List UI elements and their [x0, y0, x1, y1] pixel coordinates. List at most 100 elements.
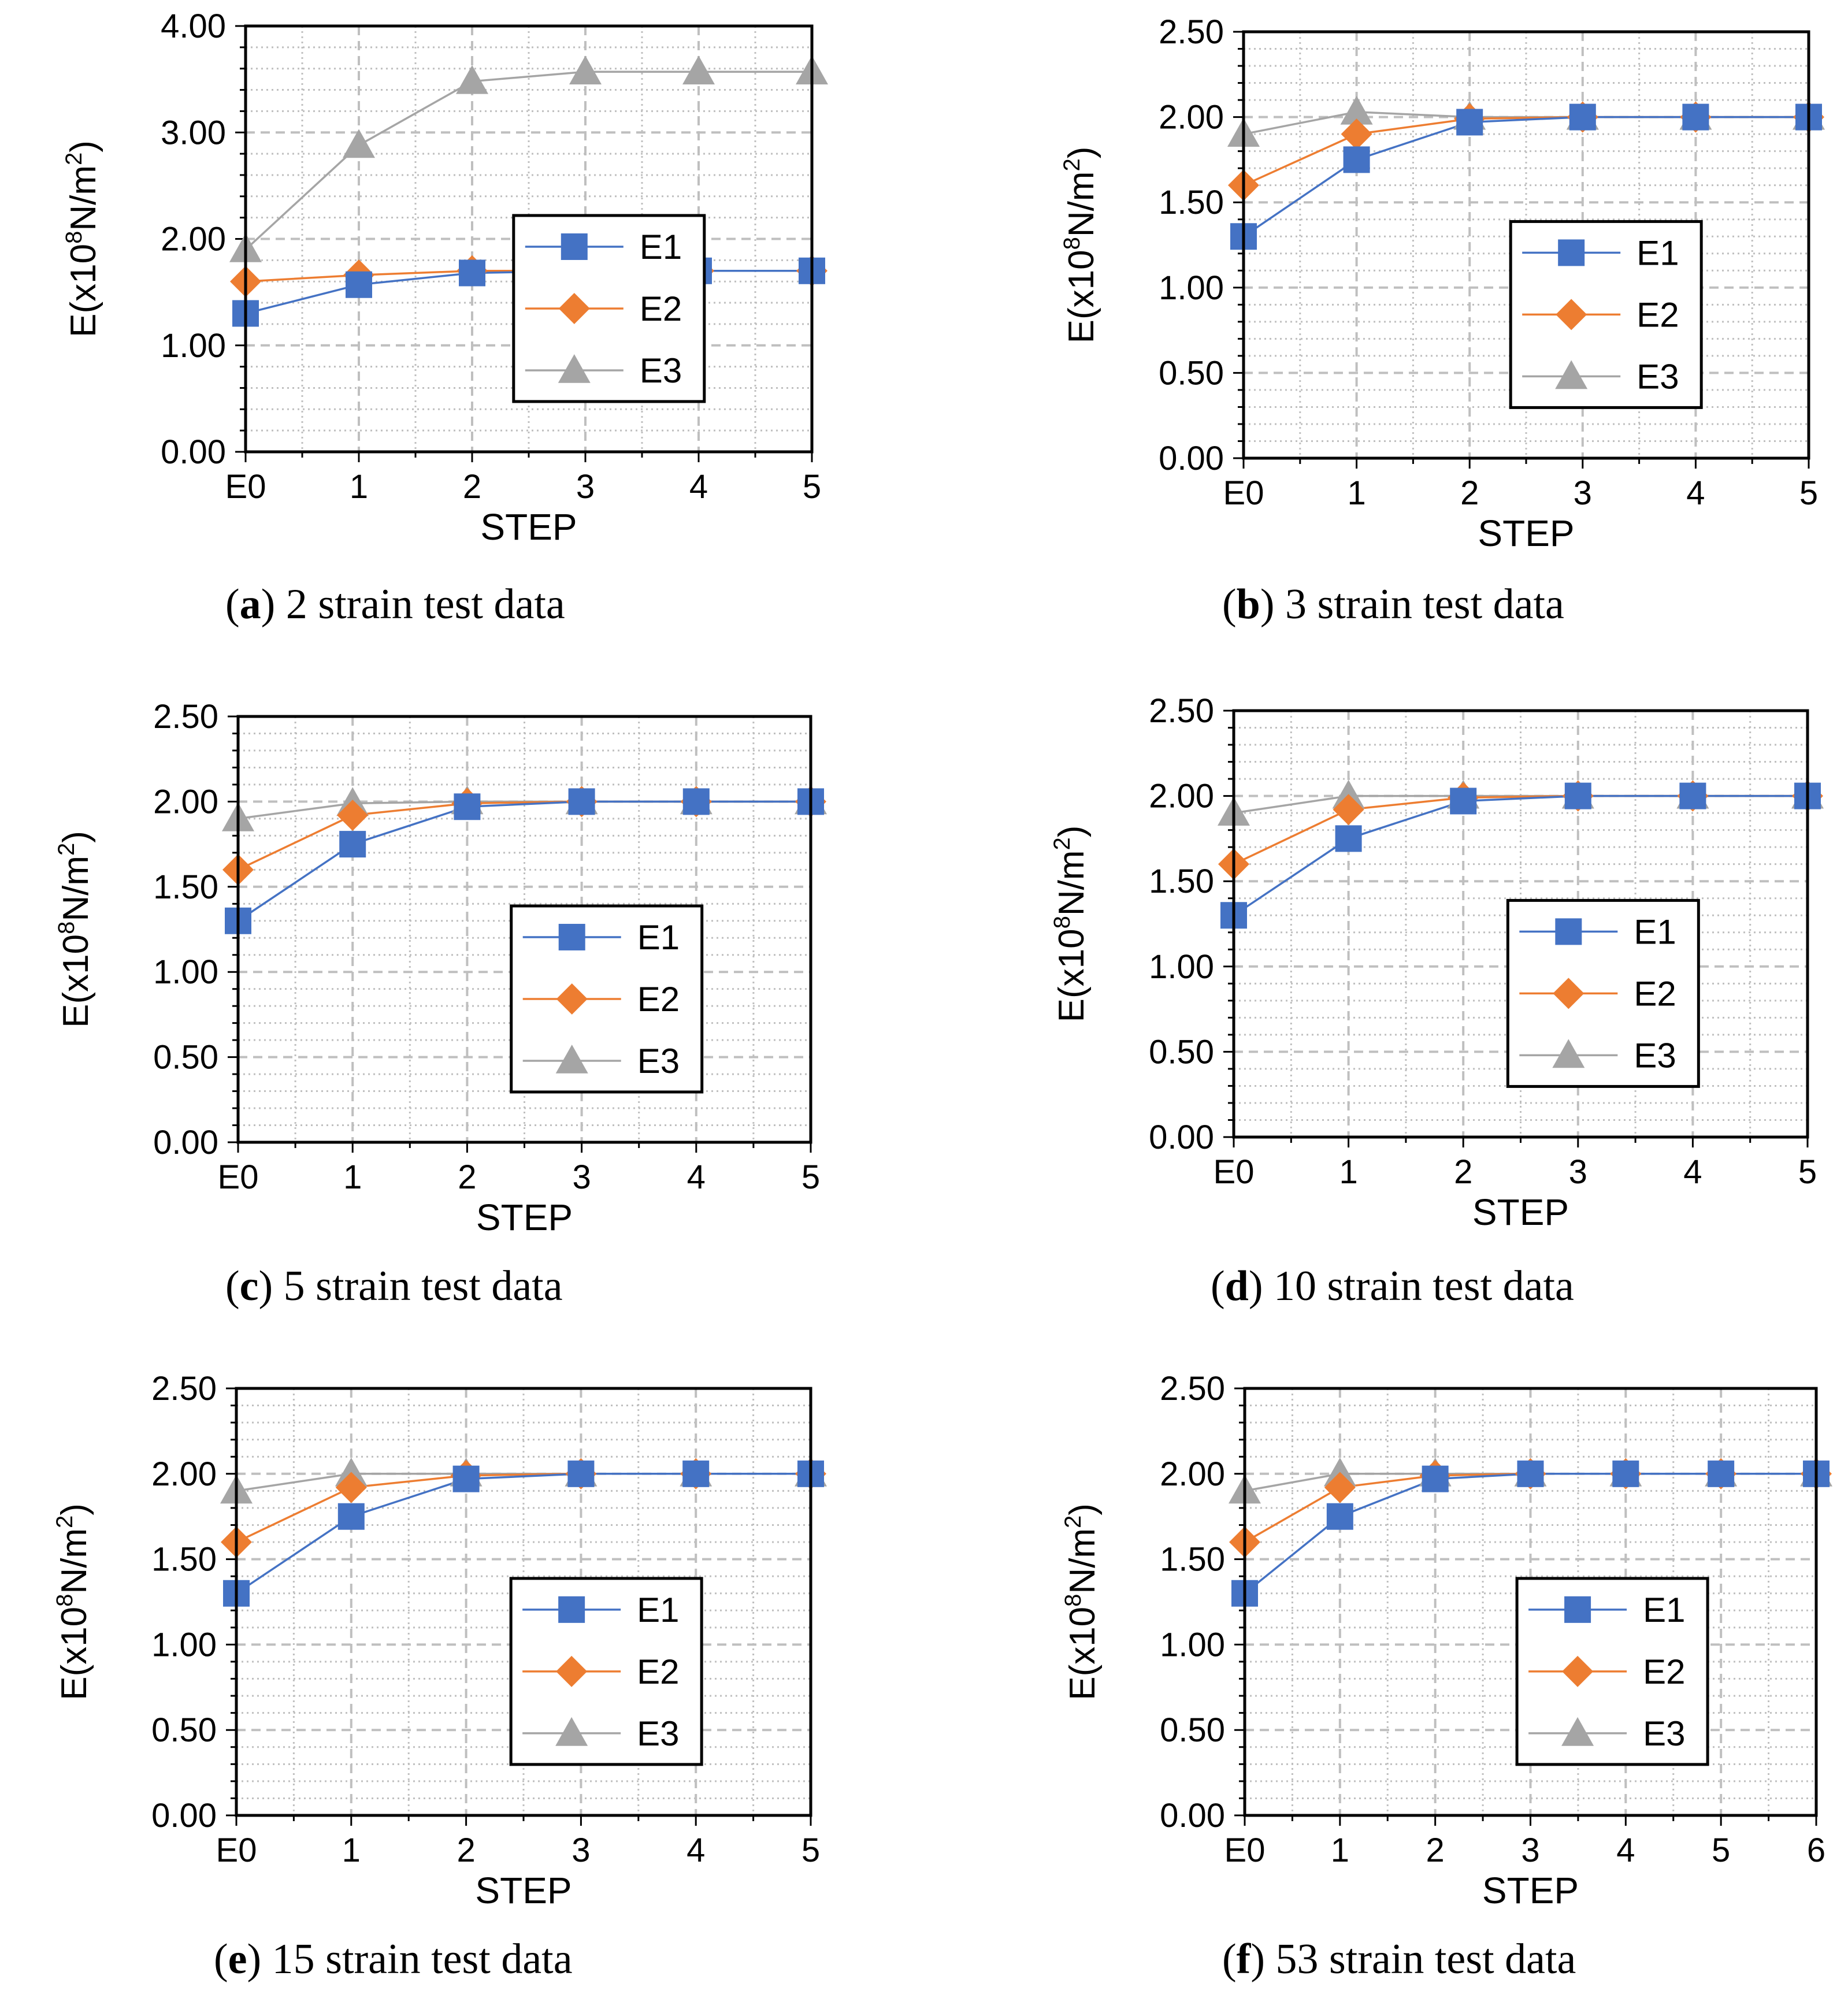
legend-label-e1: E1: [637, 1591, 679, 1629]
data-point-e1: [682, 788, 710, 815]
chart-panel-d: 0.00 0.50 1.00 1.50 2.00 2.50 E0 1 2 3 4 5 STEP E(x10…: [1049, 692, 1824, 1310]
y-tick-label: 2.00: [1160, 1455, 1225, 1493]
y-tick-label: 1.00: [1149, 948, 1214, 986]
y-axis-title-superscript: 2: [54, 843, 79, 856]
y-axis-title: E(x108N/m2): [1059, 147, 1101, 344]
legend-marker-e1: [1555, 918, 1582, 945]
y-tick-label: 0.50: [153, 1039, 218, 1076]
panel-caption: (c) 5 strain test data: [225, 1262, 563, 1310]
y-tick-label: 0.50: [151, 1711, 217, 1749]
legend-marker-e3: [1561, 1717, 1594, 1746]
y-tick-label: 2.00: [153, 783, 218, 820]
y-axis-title-superscript: 8: [1059, 237, 1085, 250]
series-line-e1: [1243, 116, 1809, 237]
plot-frame: [1232, 709, 1809, 1139]
caption-paren: (: [225, 581, 240, 628]
y-axis-title-text: N/m: [56, 856, 96, 922]
y-tick-label: 0.00: [1160, 1797, 1225, 1834]
x-tick-label: 4: [1616, 1832, 1635, 1869]
data-point-e1: [452, 1465, 480, 1492]
y-axis-title-text: E(x10: [1063, 1607, 1103, 1700]
y-axis-title-text: ): [1062, 147, 1101, 159]
caption-text: 10 strain test data: [1263, 1262, 1574, 1310]
legend-label-e2: E2: [1634, 974, 1676, 1013]
x-tick-label: 1: [1339, 1153, 1357, 1191]
y-tick-label: 3.00: [161, 114, 226, 151]
y-axis-title: E(x108N/m2): [1060, 1503, 1103, 1700]
y-axis-title-text: ): [1063, 1503, 1103, 1516]
y-tick-label: 1.50: [1149, 863, 1214, 900]
legend-label-e3: E3: [1637, 357, 1679, 396]
caption-letter: b: [1237, 581, 1260, 628]
chart-panel-a: 0.00 1.00 2.00 3.00 4.00 E0 1 2 3 4 5 STEP E(x108N/m…: [61, 8, 828, 628]
x-axis-title: STEP: [1482, 1870, 1579, 1911]
caption-paren: ): [259, 1262, 273, 1310]
chart-panel-e: 0.00 0.50 1.00 1.50 2.00 2.50 E0 1 2 3 4 5 STEP E(x10…: [52, 1370, 827, 1983]
y-axis-title-text: N/m: [1062, 172, 1101, 237]
y-tick-label: 0.00: [1159, 440, 1224, 477]
x-tick-label: 4: [687, 1158, 706, 1196]
data-point-e1: [1682, 103, 1709, 131]
y-tick-label: 0.00: [153, 1124, 218, 1161]
x-tick-label: 5: [1712, 1832, 1730, 1869]
panel-caption: (f) 53 strain test data: [1222, 1936, 1576, 1983]
legend: E1 E2 E3: [1515, 1577, 1709, 1766]
data-point-e1: [454, 793, 481, 820]
x-tick-label: 3: [572, 1832, 590, 1869]
data-point-e3: [456, 65, 488, 94]
caption-paren: ): [247, 1936, 262, 1983]
legend: E1 E2 E3: [510, 904, 704, 1094]
caption-letter: a: [240, 581, 261, 628]
caption-paren: (: [225, 1262, 240, 1310]
data-point-e1: [1422, 1465, 1449, 1492]
y-tick-label: 2.00: [161, 221, 226, 258]
legend-marker-e1: [561, 233, 588, 260]
x-tick-label: 5: [1799, 474, 1818, 512]
x-tick-label: 3: [576, 468, 595, 506]
data-point-e1: [682, 1460, 710, 1487]
y-axis-title-superscript: 8: [52, 1594, 77, 1607]
x-tick-label: 3: [572, 1158, 591, 1196]
legend: E1 E2 E3: [1509, 220, 1703, 409]
data-point-e1: [459, 259, 485, 287]
data-point-e1: [567, 1460, 595, 1487]
y-tick-label: 0.00: [161, 433, 226, 471]
data-point-e1: [1335, 825, 1362, 852]
legend-marker-e1: [558, 1596, 585, 1623]
x-tick-label: 2: [458, 1158, 476, 1196]
data-point-e1: [339, 831, 366, 858]
caption-paren: (: [1222, 581, 1237, 628]
x-tick-label: 3: [1521, 1832, 1539, 1869]
y-axis-title: E(x108N/m2): [54, 831, 96, 1028]
data-point-e1: [568, 788, 595, 815]
y-axis-title-superscript: 8: [61, 231, 87, 244]
y-axis-title-text: N/m: [54, 1528, 94, 1594]
data-point-e3: [1340, 95, 1373, 125]
legend-marker-e3: [555, 1717, 588, 1746]
y-axis-title-superscript: 2: [61, 153, 87, 165]
caption-letter: f: [1237, 1936, 1252, 1983]
data-point-e1: [1343, 146, 1370, 173]
y-tick-label: 2.00: [1149, 778, 1214, 815]
data-point-e2: [1341, 118, 1372, 150]
plot-frame: [235, 1387, 812, 1817]
y-axis-title: E(x108N/m2): [52, 1503, 94, 1700]
data-point-e2: [335, 1472, 367, 1503]
x-tick-label: 2: [1426, 1832, 1445, 1869]
x-tick-label: 4: [689, 468, 708, 506]
y-tick-label: 1.50: [1160, 1541, 1225, 1578]
caption-paren: ): [1250, 1936, 1265, 1983]
y-axis-title: E(x108N/m2): [61, 140, 103, 337]
series-line-e1: [236, 1473, 811, 1595]
y-tick-label: 0.00: [151, 1797, 217, 1834]
y-axis-title-text: E(x10: [1052, 928, 1092, 1022]
legend-marker-e2: [558, 292, 590, 324]
legend-label-e1: E1: [637, 918, 680, 957]
data-point-e1: [1326, 1503, 1353, 1530]
legend-marker-e3: [1552, 1039, 1585, 1068]
y-tick-label: 0.50: [1149, 1033, 1214, 1071]
legend-marker-e2: [1562, 1655, 1594, 1687]
legend: E1 E2 E3: [509, 1577, 703, 1766]
y-tick-label: 2.50: [153, 698, 218, 736]
